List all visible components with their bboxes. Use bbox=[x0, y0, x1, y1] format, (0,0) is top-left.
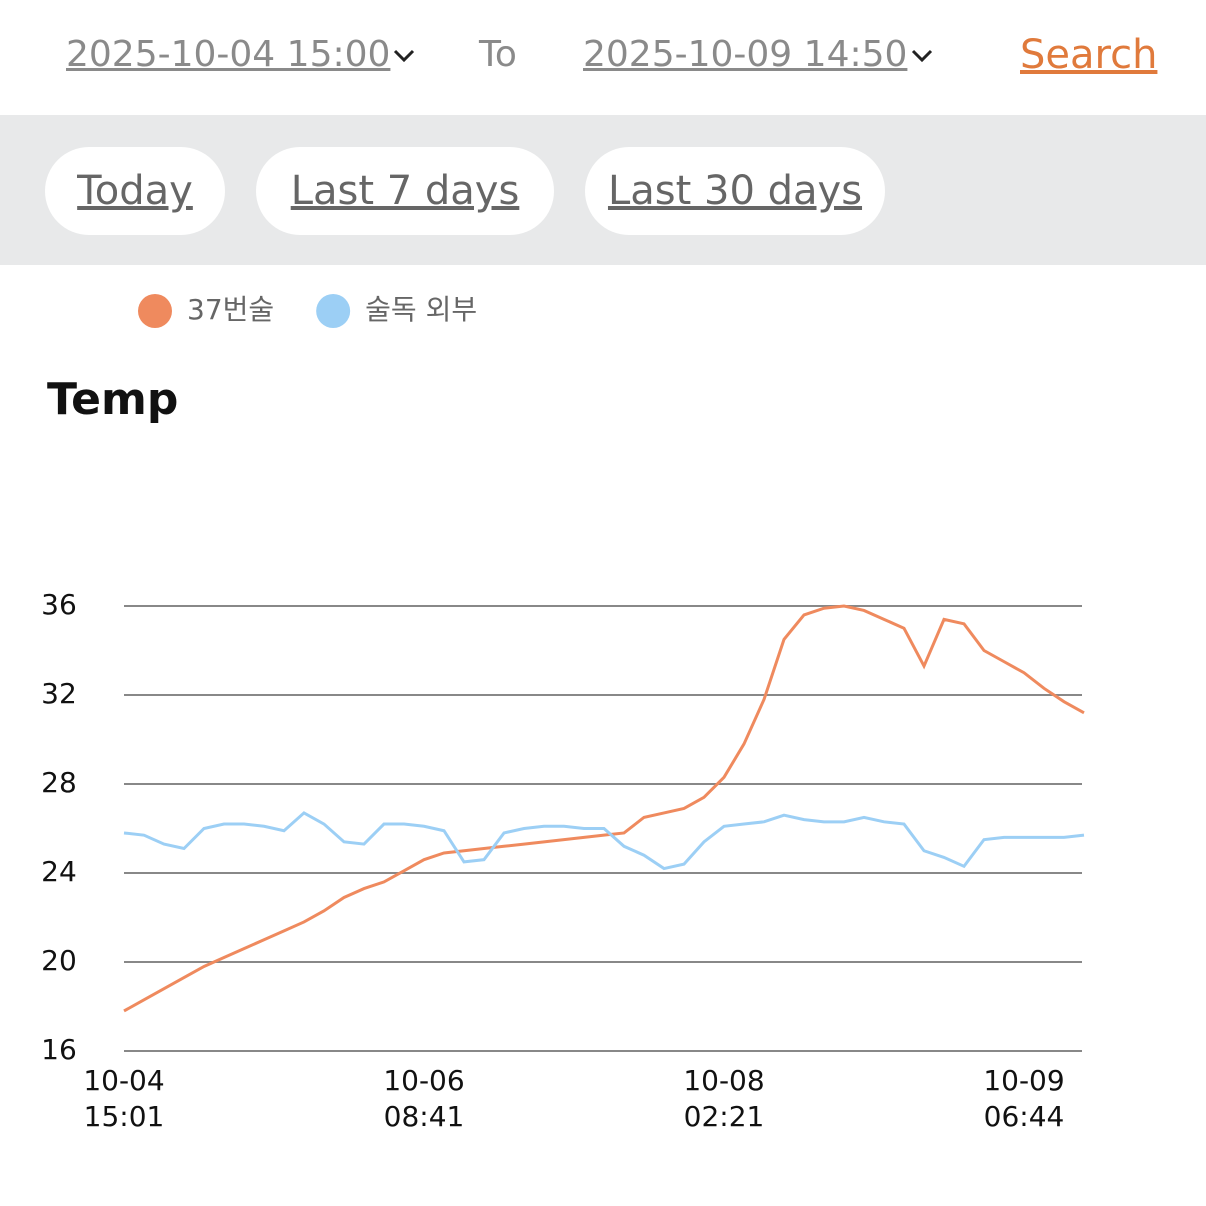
search-link[interactable]: Search bbox=[1020, 32, 1158, 78]
x-tick-line: 10-08 bbox=[683, 1064, 764, 1097]
range-button[interactable]: Last 30 days bbox=[585, 147, 885, 235]
series-line bbox=[123, 811, 1085, 871]
x-tick-line: 08:41 bbox=[384, 1100, 465, 1133]
quick-range-bar: Today Last 7 days Last 30 days bbox=[0, 115, 1206, 265]
y-tick-label: 32 bbox=[41, 677, 77, 710]
header: 2025-10-04 15:00 To 2025-10-09 14:50 Sea… bbox=[0, 0, 1206, 115]
range-button[interactable]: Last 7 days bbox=[256, 147, 554, 235]
x-tick-line: 15:01 bbox=[84, 1100, 165, 1133]
chevron bbox=[911, 49, 933, 63]
chevron bbox=[393, 49, 415, 63]
x-tick-label: 10-09 06:44 bbox=[983, 1064, 1064, 1133]
x-tick-label: 10-06 08:41 bbox=[383, 1064, 464, 1133]
y-tick-label: 28 bbox=[41, 766, 77, 799]
x-tick-label: 10-04 15:01 bbox=[83, 1064, 164, 1133]
range-button[interactable]: Today bbox=[45, 147, 225, 235]
x-tick-label: 10-08 02:21 bbox=[683, 1064, 764, 1133]
legend-dot bbox=[138, 294, 172, 328]
y-tick-label: 20 bbox=[41, 944, 77, 977]
series-line bbox=[123, 604, 1085, 1013]
y-tick-label: 16 bbox=[41, 1033, 77, 1066]
y-tick-label: 36 bbox=[41, 588, 77, 621]
legend-label: 술독 외부 bbox=[365, 293, 477, 326]
legend-dot bbox=[316, 294, 351, 328]
y-tick-label: 24 bbox=[41, 855, 77, 888]
x-tick-line: 10-06 bbox=[383, 1064, 464, 1097]
x-tick-line: 10-09 bbox=[983, 1064, 1064, 1097]
date-from[interactable]: 2025-10-04 15:00 bbox=[66, 34, 391, 75]
x-tick-line: 10-04 bbox=[83, 1064, 164, 1097]
x-tick-line: 06:44 bbox=[984, 1100, 1065, 1133]
x-tick-line: 02:21 bbox=[684, 1100, 765, 1133]
legend-label: 37번술 bbox=[187, 293, 274, 326]
date-to[interactable]: 2025-10-09 14:50 bbox=[583, 34, 908, 75]
to-label: To bbox=[479, 34, 517, 75]
chart-title: Temp bbox=[47, 374, 178, 425]
